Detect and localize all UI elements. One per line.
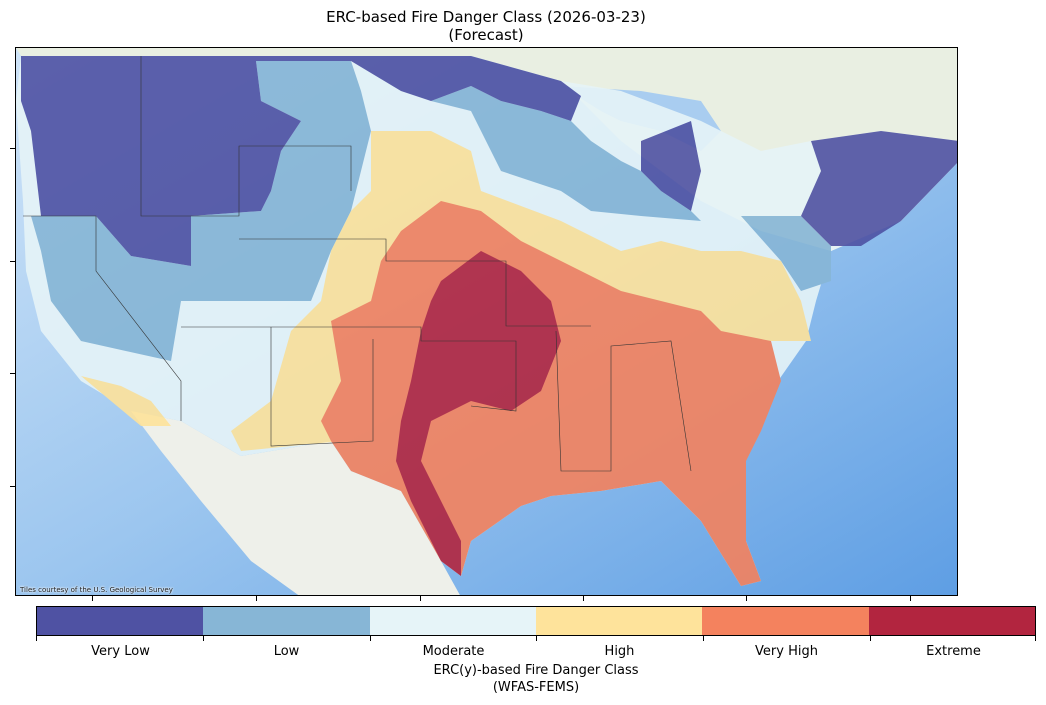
state-borders bbox=[555, 330, 692, 472]
colorbar-tick bbox=[1035, 636, 1036, 641]
state-borders bbox=[239, 238, 591, 327]
mexico-land bbox=[131, 411, 460, 595]
colorbar-swatch-very-low bbox=[37, 607, 204, 635]
colorbar-swatch-high bbox=[535, 607, 703, 635]
x-axis-tick bbox=[910, 596, 911, 601]
colorbar-swatch-moderate bbox=[369, 607, 536, 635]
colorbar-label-high: High bbox=[604, 644, 635, 659]
region-very-low-northwest bbox=[21, 56, 471, 266]
colorbar-title: ERC(y)-based Fire Danger Class bbox=[433, 663, 639, 678]
y-axis-tick bbox=[10, 373, 15, 374]
colorbar-label-extreme: Extreme bbox=[926, 644, 981, 659]
fire-danger-map[interactable]: Tiles courtesy of the U.S. Geological Su… bbox=[15, 47, 958, 596]
region-very-low-northeast bbox=[801, 131, 957, 246]
state-borders bbox=[270, 327, 374, 447]
x-axis-tick bbox=[583, 596, 584, 601]
map-attribution: Tiles courtesy of the U.S. Geological Su… bbox=[20, 586, 173, 594]
colorbar-subtitle: (WFAS-FEMS) bbox=[492, 680, 580, 695]
colorbar-tick bbox=[870, 636, 871, 641]
colorbar-tick bbox=[370, 636, 371, 641]
chart-subtitle: (Forecast) bbox=[448, 26, 524, 44]
colorbar-label-very-high: Very High bbox=[755, 644, 818, 659]
colorbar-swatch-extreme bbox=[868, 607, 1035, 635]
y-axis-tick bbox=[10, 148, 15, 149]
x-axis-tick bbox=[420, 596, 421, 601]
region-low-west bbox=[31, 61, 371, 361]
chart-title: ERC-based Fire Danger Class (2026-03-23) bbox=[326, 8, 646, 26]
y-axis-tick bbox=[10, 261, 15, 262]
colorbar bbox=[36, 606, 1036, 636]
colorbar-tick bbox=[536, 636, 537, 641]
colorbar-tick bbox=[703, 636, 704, 641]
region-extreme bbox=[396, 251, 561, 576]
state-borders bbox=[181, 326, 517, 412]
x-axis-tick bbox=[256, 596, 257, 601]
state-borders bbox=[23, 215, 182, 421]
x-axis-tick bbox=[92, 596, 93, 601]
region-very-low-michigan bbox=[641, 121, 701, 211]
region-low-north bbox=[431, 86, 701, 221]
colorbar-label-low: Low bbox=[273, 644, 300, 659]
map-canvas bbox=[16, 48, 957, 595]
region-high-socal bbox=[81, 376, 171, 426]
colorbar-swatch-low bbox=[203, 607, 370, 635]
colorbar-label-moderate: Moderate bbox=[422, 644, 485, 659]
region-low-northeast bbox=[741, 216, 831, 291]
colorbar-label-very-low: Very Low bbox=[91, 644, 150, 659]
state-borders bbox=[140, 56, 352, 217]
x-axis-tick bbox=[746, 596, 747, 601]
colorbar-swatch-very-high bbox=[702, 607, 869, 635]
colorbar-tick bbox=[203, 636, 204, 641]
region-very-low-upper-midwest bbox=[471, 56, 581, 121]
y-axis-tick bbox=[10, 486, 15, 487]
colorbar-tick bbox=[36, 636, 37, 641]
